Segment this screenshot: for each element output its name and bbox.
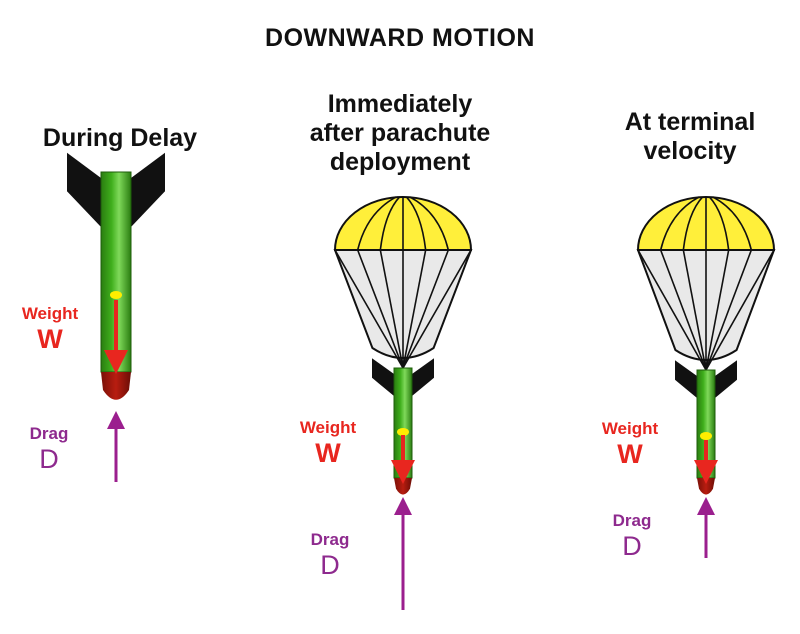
panel-3-parachute-gore-1	[659, 196, 700, 251]
panel-3-center-of-gravity	[700, 432, 712, 440]
panel-2-parachute-gore-1	[356, 196, 397, 251]
panel-2-weight-label: Weight	[299, 418, 357, 437]
panel-2-rocket-fin-right	[412, 358, 434, 396]
panel-2-parachute-line-6	[402, 249, 472, 369]
panel-2-rocket-nose	[394, 478, 412, 495]
panel-1-heading: During Delay	[42, 124, 198, 152]
panel-3-drag-label: Drag	[612, 511, 652, 530]
panel-1-rocket-fin-right	[131, 152, 165, 227]
panel-2-parachute-line-4	[402, 249, 427, 369]
panel-3-heading: At terminal velocity	[624, 108, 756, 165]
panel-3-parachute-gore-4	[708, 196, 730, 251]
panel-2-rocket-fin-left	[372, 358, 394, 396]
panel-2-parachute-line-5	[402, 249, 450, 369]
panel-2-parachute-line-2	[379, 249, 404, 369]
panel-3-parachute-line-0	[637, 249, 707, 371]
diagram-title: DOWNWARD MOTION	[265, 24, 535, 52]
panel-3-weight-symbol: W	[617, 439, 643, 469]
panel-1-rocket-fin-left	[67, 152, 101, 227]
panel-1-center-of-gravity	[110, 291, 122, 299]
panel-3-rocket-fin-left	[675, 360, 697, 398]
panel-3-parachute-line-2	[682, 249, 707, 371]
panel-1-weight-symbol: W	[37, 324, 63, 354]
panel-3-parachute-line-5	[705, 249, 753, 371]
panel-3-parachute-line-1	[659, 249, 707, 371]
panel-1-rocket-nose	[101, 372, 131, 400]
panel-1-drag-symbol: D	[39, 444, 59, 474]
panel-2-parachute-line-1	[356, 249, 404, 369]
panel-3-parachute-gore-2	[682, 196, 704, 251]
panel-2-parachute-gore-4	[405, 196, 427, 251]
panel-2-center-of-gravity	[397, 428, 409, 436]
panel-2-weight-symbol: W	[315, 438, 341, 468]
panel-2-drag-symbol: D	[320, 550, 340, 580]
panel-2-drag-label: Drag	[310, 530, 350, 549]
panel-3-rocket-fin-right	[715, 360, 737, 398]
panel-3-parachute-line-6	[705, 249, 775, 371]
panel-3-weight-label: Weight	[601, 419, 659, 438]
panel-2-parachute-line-0	[334, 249, 404, 369]
panel-3-parachute-gore-5	[712, 196, 753, 251]
panel-2-heading: Immediately after parachute deployment	[309, 90, 491, 176]
panel-1-drag-label: Drag	[29, 424, 69, 443]
panel-2-parachute-gore-2	[379, 196, 401, 251]
panel-1-weight-label: Weight	[21, 304, 79, 323]
panel-3-parachute-line-4	[705, 249, 730, 371]
panel-3-drag-symbol: D	[622, 531, 642, 561]
panel-3-rocket-nose	[697, 478, 715, 495]
panel-2-parachute-gore-5	[409, 196, 450, 251]
